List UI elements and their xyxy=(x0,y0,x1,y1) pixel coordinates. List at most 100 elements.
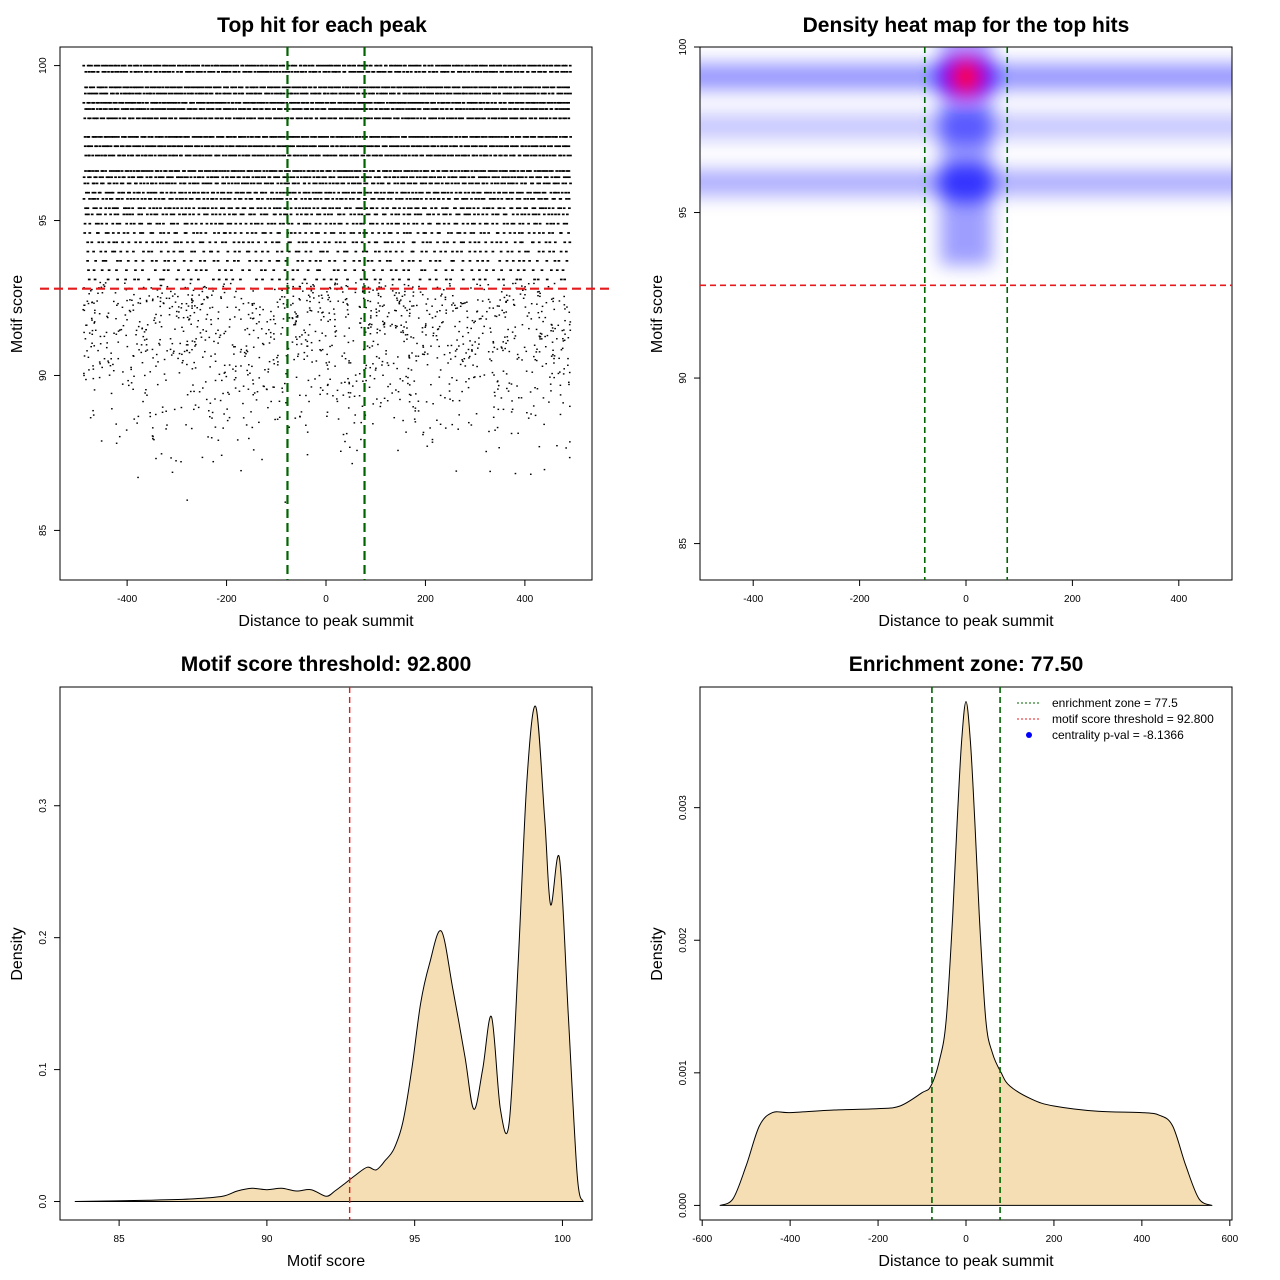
scatter-point xyxy=(303,351,306,354)
scatter-point xyxy=(313,297,315,299)
scatter-point xyxy=(289,241,292,244)
scatter-point xyxy=(504,316,507,318)
scatter-point xyxy=(510,411,513,413)
scatter-point xyxy=(552,250,556,253)
scatter-point xyxy=(425,86,429,89)
scatter-point xyxy=(279,108,283,110)
scatter-point xyxy=(247,241,251,244)
scatter-point xyxy=(442,101,446,104)
scatter-point xyxy=(303,108,307,110)
scatter-point xyxy=(468,117,472,120)
scatter-point xyxy=(432,170,435,172)
scatter-point xyxy=(99,335,102,338)
scatter-point xyxy=(286,282,289,285)
scatter-point xyxy=(497,278,501,281)
scatter-point xyxy=(516,145,519,148)
scatter-point xyxy=(421,207,425,210)
scatter-point xyxy=(341,170,345,172)
scatter-point xyxy=(116,92,120,95)
scatter-point xyxy=(563,329,565,331)
scatter-point xyxy=(319,198,323,200)
scatter-point xyxy=(349,117,353,120)
scatter-point xyxy=(308,176,312,179)
scatter-point xyxy=(177,306,180,308)
scatter-point xyxy=(150,136,154,138)
scatter-point xyxy=(565,101,568,104)
scatter-point xyxy=(183,86,187,89)
scatter-point xyxy=(255,307,258,310)
scatter-point xyxy=(383,191,386,194)
scatter-point xyxy=(479,101,483,104)
scatter-point xyxy=(196,101,199,104)
density-area xyxy=(74,705,584,1202)
scatter-point xyxy=(483,170,487,172)
scatter-point xyxy=(246,108,250,110)
scatter-point xyxy=(109,145,113,148)
scatter-point xyxy=(399,378,402,380)
scatter-point xyxy=(324,70,328,73)
scatter-point xyxy=(255,198,259,200)
scatter-point xyxy=(299,70,303,73)
scatter-point xyxy=(522,170,526,172)
scatter-point xyxy=(411,154,415,157)
scatter-point xyxy=(403,170,407,172)
scatter-point xyxy=(222,285,225,288)
scatter-point xyxy=(521,92,525,95)
scatter-point xyxy=(424,326,427,328)
scatter-point xyxy=(542,397,545,399)
scatter-point xyxy=(313,198,317,200)
scatter-point xyxy=(387,364,390,367)
scatter-point xyxy=(103,335,106,338)
scatter-point xyxy=(140,70,143,73)
scatter-point xyxy=(540,338,543,340)
scatter-point xyxy=(218,108,222,110)
scatter-point xyxy=(411,108,415,110)
scatter-point xyxy=(194,305,196,307)
scatter-point xyxy=(352,92,355,95)
scatter-point xyxy=(541,170,545,172)
scatter-point xyxy=(123,207,126,210)
scatter-point xyxy=(296,86,299,89)
scatter-point xyxy=(242,170,246,172)
scatter-point xyxy=(562,117,565,120)
scatter-point xyxy=(231,108,235,110)
scatter-point xyxy=(540,310,543,313)
scatter-point xyxy=(496,305,499,307)
scatter-point xyxy=(533,355,535,358)
scatter-point xyxy=(434,260,438,262)
scatter-point xyxy=(562,340,565,342)
scatter-point xyxy=(516,170,520,172)
scatter-point xyxy=(192,101,195,104)
scatter-point xyxy=(527,145,531,148)
scatter-point xyxy=(106,145,110,148)
scatter-point xyxy=(214,353,216,355)
scatter-point xyxy=(227,182,230,185)
scatter-point xyxy=(320,319,322,321)
scatter-point xyxy=(437,213,440,216)
scatter-point xyxy=(418,191,421,194)
scatter-point xyxy=(159,250,163,253)
scatter-point xyxy=(487,284,490,286)
scatter-point xyxy=(237,198,241,200)
scatter-point xyxy=(410,117,414,120)
scatter-point xyxy=(268,108,271,110)
scatter-point xyxy=(182,330,185,332)
scatter-point xyxy=(406,213,410,216)
scatter-point xyxy=(365,364,368,367)
scatter-point xyxy=(476,170,479,172)
scatter-point xyxy=(351,136,354,138)
scatter-point xyxy=(424,145,428,148)
scatter-point xyxy=(539,70,543,73)
scatter-point xyxy=(405,176,409,179)
scatter-point xyxy=(377,86,381,89)
scatter-point xyxy=(328,182,332,185)
scatter-point xyxy=(506,299,509,302)
scatter-point xyxy=(397,213,401,216)
scatter-point xyxy=(432,70,436,73)
scatter-point xyxy=(129,222,133,225)
scatter-point xyxy=(384,145,388,148)
scatter-point xyxy=(526,154,530,157)
scatter-point xyxy=(327,213,330,216)
scatter-point xyxy=(219,101,222,104)
scatter-point xyxy=(223,372,226,374)
